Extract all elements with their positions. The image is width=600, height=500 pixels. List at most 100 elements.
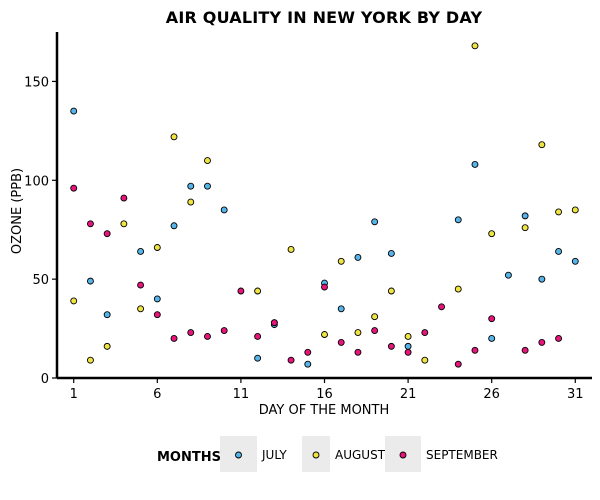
point-september bbox=[220, 327, 228, 334]
point-september bbox=[304, 348, 312, 356]
point-july bbox=[454, 216, 462, 224]
point-august bbox=[287, 246, 295, 253]
point-july bbox=[170, 222, 178, 230]
point-september bbox=[103, 230, 111, 238]
point-september bbox=[270, 319, 278, 327]
point-august bbox=[555, 208, 563, 216]
point-august bbox=[488, 230, 496, 238]
point-july bbox=[337, 305, 345, 313]
y-tick-label: 0 bbox=[41, 372, 49, 387]
point-july bbox=[220, 206, 228, 214]
point-july bbox=[187, 182, 195, 190]
point-august bbox=[521, 224, 529, 232]
point-august bbox=[204, 157, 211, 164]
data-points bbox=[70, 42, 579, 368]
point-september bbox=[187, 329, 195, 336]
legend-swatch-august bbox=[312, 451, 320, 459]
point-september bbox=[170, 335, 178, 342]
legend-swatch-july bbox=[235, 451, 242, 459]
point-september bbox=[337, 338, 345, 346]
legend-label-july: JULY bbox=[261, 448, 287, 462]
point-september bbox=[204, 333, 211, 340]
x-tick-label: 1 bbox=[70, 387, 78, 402]
x-tick-label: 16 bbox=[316, 387, 333, 402]
point-august bbox=[254, 287, 262, 295]
x-ticks: 1 6 11 16 21 26 31 bbox=[70, 378, 584, 402]
point-july bbox=[354, 253, 362, 261]
x-axis-label: DAY OF THE MONTH bbox=[259, 403, 390, 418]
point-september bbox=[86, 220, 94, 228]
chart-title: AIR QUALITY IN NEW YORK BY DAY bbox=[166, 8, 483, 27]
point-september bbox=[454, 360, 462, 368]
legend-label-september: SEPTEMBER bbox=[426, 448, 498, 462]
point-august bbox=[70, 297, 78, 305]
point-july bbox=[471, 161, 479, 168]
point-september bbox=[438, 303, 445, 311]
point-september bbox=[237, 287, 245, 295]
point-september bbox=[371, 327, 379, 334]
y-ticks: 0 50 100 150 bbox=[24, 75, 57, 387]
x-tick-label: 11 bbox=[233, 387, 250, 402]
point-august bbox=[387, 287, 395, 295]
point-july bbox=[86, 277, 94, 285]
point-august bbox=[471, 42, 479, 50]
point-july bbox=[103, 311, 111, 319]
x-tick-label: 6 bbox=[153, 387, 161, 402]
point-august bbox=[354, 329, 362, 336]
point-august bbox=[538, 141, 546, 149]
legend: MONTHS JULY AUGUST SEPTEMBER bbox=[157, 436, 498, 472]
point-july bbox=[153, 295, 161, 303]
point-september bbox=[254, 333, 262, 340]
point-july bbox=[70, 107, 78, 115]
legend-label-august: AUGUST bbox=[335, 448, 386, 462]
point-september bbox=[120, 194, 128, 202]
y-tick-label: 50 bbox=[32, 273, 49, 288]
point-august bbox=[404, 333, 412, 340]
point-september bbox=[153, 311, 161, 319]
legend-title: MONTHS bbox=[157, 450, 221, 465]
point-september bbox=[421, 329, 429, 336]
point-september bbox=[287, 356, 295, 364]
x-tick-label: 26 bbox=[483, 387, 500, 402]
point-july bbox=[504, 271, 512, 279]
point-september bbox=[137, 281, 145, 289]
point-september bbox=[404, 348, 412, 356]
point-august bbox=[103, 342, 111, 350]
point-august bbox=[371, 313, 379, 321]
y-axis-label: OZONE (PPB) bbox=[10, 168, 25, 254]
point-august bbox=[137, 305, 145, 313]
point-august bbox=[337, 257, 345, 265]
point-august bbox=[170, 133, 178, 141]
point-september bbox=[521, 346, 529, 354]
point-july bbox=[538, 275, 546, 283]
point-july bbox=[387, 249, 395, 257]
point-september bbox=[488, 315, 496, 323]
y-tick-label: 100 bbox=[24, 174, 49, 189]
point-july bbox=[521, 212, 529, 220]
point-july bbox=[137, 248, 145, 255]
point-august bbox=[321, 331, 328, 338]
point-july bbox=[571, 257, 579, 265]
point-september bbox=[555, 335, 563, 342]
point-september bbox=[538, 338, 546, 346]
point-september bbox=[321, 283, 328, 291]
point-july bbox=[488, 335, 496, 342]
x-tick-label: 21 bbox=[400, 387, 417, 402]
legend-swatch-september bbox=[399, 451, 407, 459]
point-july bbox=[555, 248, 563, 255]
point-september bbox=[387, 342, 395, 350]
point-august bbox=[421, 356, 429, 364]
point-july bbox=[371, 218, 379, 226]
point-august bbox=[571, 206, 579, 214]
y-tick-label: 150 bbox=[24, 75, 49, 90]
point-august bbox=[187, 198, 195, 206]
point-july bbox=[404, 342, 412, 350]
point-july bbox=[304, 360, 312, 368]
x-tick-label: 31 bbox=[567, 387, 584, 402]
legend-items: JULY AUGUST SEPTEMBER bbox=[220, 436, 498, 472]
point-august bbox=[454, 285, 462, 293]
point-september bbox=[70, 184, 78, 192]
point-july bbox=[204, 182, 211, 190]
